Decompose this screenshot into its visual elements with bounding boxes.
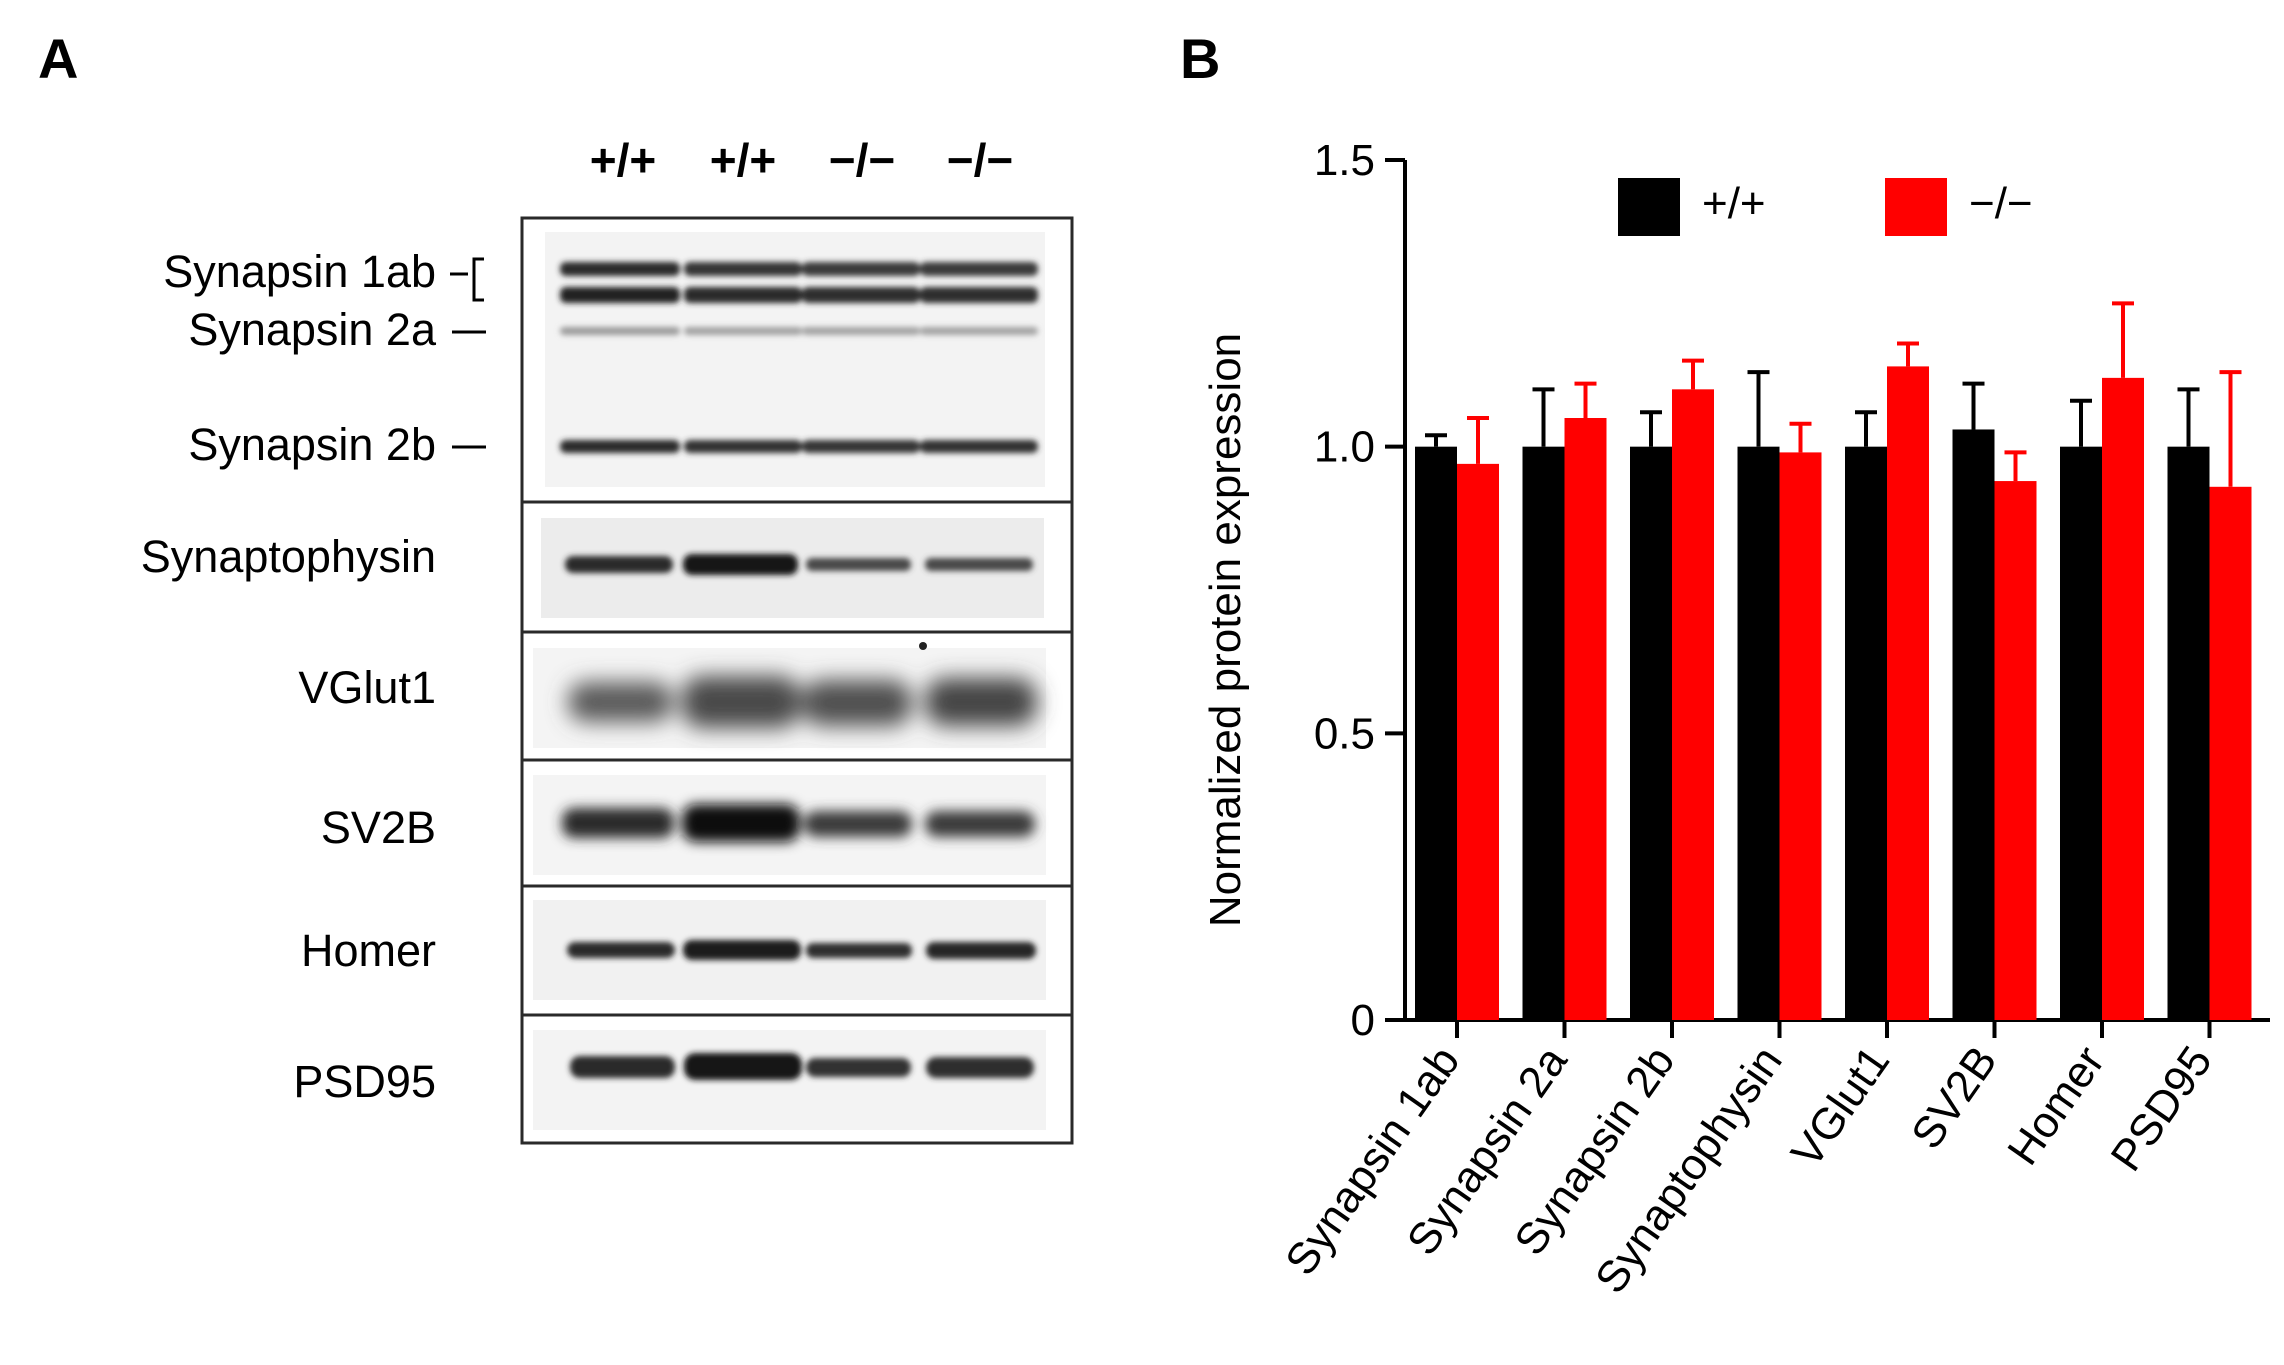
label-synapsin-2b: Synapsin 2b <box>188 419 436 470</box>
error-bar <box>1789 421 1812 453</box>
error-bar <box>1897 341 1919 367</box>
bar-wildtype <box>1737 446 1780 1021</box>
chart-error-bars <box>1425 301 2242 487</box>
error-bar <box>2070 398 2092 447</box>
bar-knockout <box>1779 452 1822 1020</box>
blot-bands-synaptophysin <box>565 554 1033 575</box>
y-axis-title: Normalized protein expression <box>1201 333 1250 927</box>
label-synapsin-2a: Synapsin 2a <box>188 304 437 355</box>
legend-item: −/− <box>1885 178 2033 236</box>
label-synapsin-1ab: Synapsin 1ab <box>163 246 436 297</box>
y-tick-labels: 0 0.5 1.0 1.5 <box>1314 136 1375 1045</box>
error-bar <box>1574 381 1597 418</box>
y-tick-label: 1.0 <box>1314 423 1375 472</box>
blot-speck <box>919 642 927 650</box>
legend-swatch <box>1618 178 1680 236</box>
bar-knockout <box>2102 377 2144 1020</box>
bar-knockout <box>1887 366 1929 1020</box>
bar-knockout <box>1672 389 1714 1020</box>
error-bar <box>1425 433 1447 447</box>
bar-wildtype <box>1952 429 1995 1020</box>
bar-wildtype <box>1845 446 1887 1021</box>
error-bar <box>1747 370 1770 447</box>
blot-labels: Synapsin 1ab Synapsin 2a Synapsin 2b Syn… <box>141 246 437 1107</box>
bar-knockout <box>1564 418 1607 1020</box>
bar-wildtype <box>1630 446 1672 1021</box>
label-vglut1: VGlut1 <box>298 662 436 713</box>
error-bar <box>1855 410 1877 447</box>
legend-label: −/− <box>1969 179 2033 228</box>
bar-knockout <box>1994 481 2037 1021</box>
panel-a-letter: A <box>38 27 78 90</box>
x-tick-label: SV2B <box>1902 1038 2007 1158</box>
blot-bands-psd95 <box>570 1053 1034 1080</box>
error-bar <box>2112 301 2134 378</box>
label-sv2b: SV2B <box>321 802 436 853</box>
bar-wildtype <box>1522 446 1565 1021</box>
lane-header-3: −/− <box>829 134 896 186</box>
legend-item: +/+ <box>1618 178 1766 236</box>
error-bar <box>1532 387 1555 447</box>
bar-knockout <box>2209 486 2252 1020</box>
legend-swatch <box>1885 178 1947 236</box>
band-markers <box>450 257 486 449</box>
error-bar <box>1640 410 1662 447</box>
error-bar <box>2004 450 2027 482</box>
error-bar <box>1467 416 1489 464</box>
legend: +/+ −/− <box>1618 178 2033 236</box>
lane-header-1: +/+ <box>590 134 657 186</box>
label-homer: Homer <box>301 925 436 976</box>
y-tick-label: 0 <box>1351 996 1375 1045</box>
x-tick-label: PSD95 <box>2102 1038 2222 1180</box>
blot-bands-homer <box>567 940 1036 960</box>
blot-bands-vglut1 <box>568 676 1037 728</box>
lane-header-2: +/+ <box>710 134 777 186</box>
error-bar <box>2219 370 2242 487</box>
lane-headers: +/+ +/+ −/− −/− <box>590 134 1014 186</box>
blot-bands-synapsin <box>560 262 1038 453</box>
label-synaptophysin: Synaptophysin <box>141 531 436 582</box>
bar-wildtype <box>1415 446 1457 1021</box>
legend-label: +/+ <box>1702 179 1766 228</box>
error-bar <box>1962 381 1985 430</box>
bar-wildtype <box>2060 446 2102 1021</box>
x-tick-label: VGlut1 <box>1782 1038 1899 1176</box>
panel-b-letter: B <box>1180 27 1220 90</box>
label-psd95: PSD95 <box>293 1056 436 1107</box>
chart-bars <box>1415 366 2252 1021</box>
bar-wildtype <box>2167 446 2210 1021</box>
error-bar <box>1682 358 1704 390</box>
error-bar <box>2177 387 2200 447</box>
bar-knockout <box>1457 463 1499 1020</box>
blot-bands-sv2b <box>562 804 1035 842</box>
y-tick-label: 0.5 <box>1314 709 1375 758</box>
y-tick-label: 1.5 <box>1314 136 1375 185</box>
x-tick-label: Homer <box>1998 1038 2114 1174</box>
lane-header-4: −/− <box>947 134 1014 186</box>
